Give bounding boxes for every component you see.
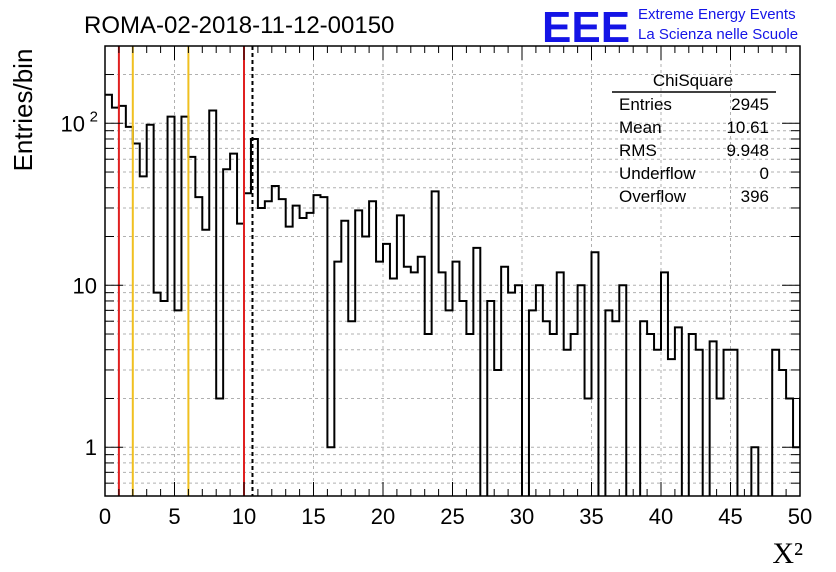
x-tick-label: 0 <box>99 504 111 529</box>
stats-title: ChiSquare <box>653 71 733 90</box>
histogram-series <box>105 93 800 496</box>
x-tick-label: 20 <box>371 504 395 529</box>
eee-logo: EEE Extreme Energy Events La Scienza nel… <box>542 3 798 52</box>
y-axis-label: Entries/bin <box>8 49 38 172</box>
x-axis-label: X² <box>772 537 803 570</box>
stats-label: Entries <box>619 95 672 114</box>
reference-lines <box>117 46 254 496</box>
grid-lines <box>105 46 800 496</box>
x-axis-ticks: 0 5 10 15 20 25 30 35 40 45 50 <box>99 46 812 529</box>
x-tick-label: 25 <box>440 504 464 529</box>
logo-line-2: La Scienza nelle Scuole <box>638 26 798 43</box>
stats-box: ChiSquare Entries 2945 Mean 10.61 RMS 9.948 Un… <box>612 71 776 206</box>
x-tick-label: 35 <box>579 504 603 529</box>
x-tick-label: 30 <box>510 504 534 529</box>
y-axis-ticks: 1 10 10 2 <box>61 45 800 497</box>
stats-rows: Entries 2945 Mean 10.61 RMS 9.948 Underflow 0 Ov… <box>619 95 769 206</box>
stats-value: 396 <box>741 187 769 206</box>
x-tick-label: 10 <box>232 504 256 529</box>
chart-title: ROMA-02-2018-11-12-00150 <box>84 12 394 39</box>
x-tick-label: 5 <box>168 504 180 529</box>
x-tick-label: 15 <box>301 504 325 529</box>
stats-label: Overflow <box>619 187 687 206</box>
histogram-bars <box>105 93 800 496</box>
y-tick-label: 1 <box>85 435 97 460</box>
stats-label: RMS <box>619 141 657 160</box>
stats-value: 10.61 <box>726 118 769 137</box>
y-tick-exponent: 2 <box>90 108 98 125</box>
x-tick-label: 40 <box>649 504 673 529</box>
x-tick-label: 45 <box>718 504 742 529</box>
stats-value: 9.948 <box>726 141 769 160</box>
stats-value: 2945 <box>731 95 769 114</box>
logo-mark: EEE <box>542 3 630 52</box>
y-tick-label: 10 <box>73 273 97 298</box>
stats-label: Underflow <box>619 164 696 183</box>
logo-line-1: Extreme Energy Events <box>638 6 796 23</box>
x-tick-label: 50 <box>788 504 812 529</box>
stats-value: 0 <box>760 164 769 183</box>
stats-label: Mean <box>619 118 662 137</box>
y-tick-label: 10 <box>61 111 85 136</box>
